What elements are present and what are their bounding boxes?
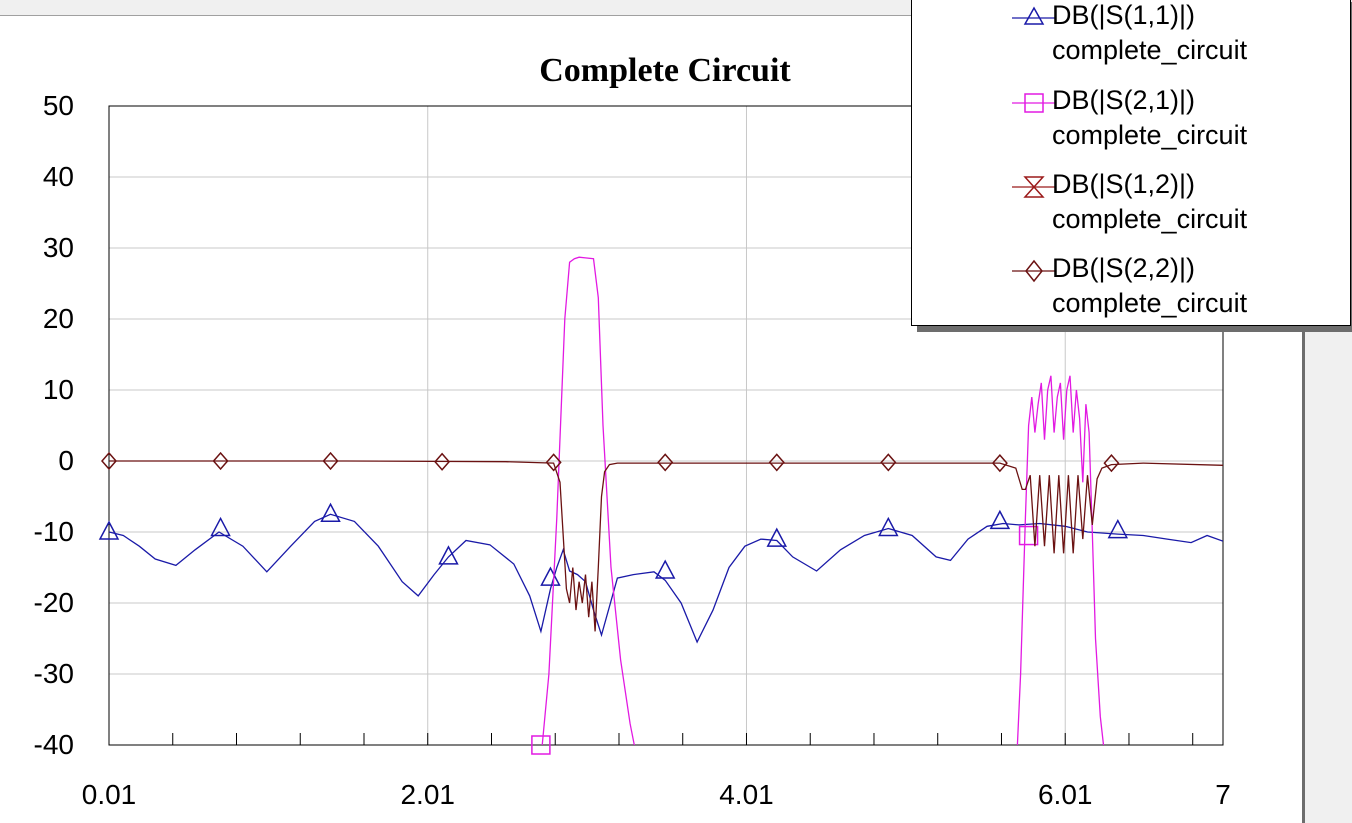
triangle-marker-icon: [1012, 6, 1056, 25]
data-point-marker: [434, 452, 451, 471]
legend-series-source: complete_circuit: [1052, 120, 1248, 150]
data-point-marker: [768, 453, 785, 472]
series-layer: [98, 256, 1223, 755]
data-point-marker: [1018, 525, 1039, 546]
x-tick-label: 0.01: [81, 779, 137, 810]
y-tick-label: 30: [42, 232, 74, 263]
legend-entry-s12: DB(|S(1,2)|) complete_circuit: [912, 166, 1352, 250]
legend-series-source: complete_circuit: [1052, 288, 1248, 318]
y-tick-label: -30: [33, 658, 74, 689]
data-point-marker: [989, 509, 1011, 530]
y-tick-label: 0: [58, 445, 74, 476]
legend-series-name: DB(|S(2,2)|): [1052, 253, 1196, 283]
x-tick-label: 4.01: [719, 779, 774, 810]
legend-series-source: complete_circuit: [1052, 204, 1248, 234]
plot-frame: [108, 105, 1224, 746]
square-marker-icon: [1012, 93, 1056, 113]
y-tick-label: 10: [42, 374, 74, 405]
data-point-marker: [98, 520, 120, 540]
data-point-marker: [212, 451, 229, 471]
data-point-marker: [545, 453, 562, 472]
series-line: [541, 256, 1105, 745]
data-point-marker: [1107, 518, 1129, 539]
minor-ticks: [172, 733, 1194, 745]
data-point-marker: [654, 559, 676, 579]
legend-entry-s22: DB(|S(2,2)|) complete_circuit: [912, 250, 1352, 334]
x-tick-label: 6.01: [1037, 779, 1093, 810]
legend-series-name: DB(|S(1,1)|): [1052, 0, 1196, 30]
data-point-marker: [991, 453, 1008, 473]
legend-entry-s11: DB(|S(1,1)|) complete_circuit: [912, 0, 1352, 81]
hourglass-marker-icon: [1012, 176, 1056, 198]
legend-entry-s21: DB(|S(2,1)|) complete_circuit: [912, 82, 1352, 166]
data-point-marker: [101, 451, 117, 471]
data-point-marker: [438, 545, 459, 565]
legend-series-source: complete_circuit: [1052, 35, 1248, 65]
data-point-marker: [320, 502, 341, 522]
series-1: [531, 256, 1105, 755]
data-point-marker: [540, 566, 561, 586]
series-line: [109, 513, 1223, 644]
y-tick-label: -10: [33, 516, 74, 547]
x-tick-label: 7: [1215, 779, 1231, 810]
y-tick-label: -40: [33, 729, 74, 760]
data-point-marker: [657, 453, 674, 472]
legend-series-name: DB(|S(2,1)|): [1052, 85, 1196, 115]
data-point-marker: [322, 451, 339, 471]
legend: DB(|S(1,1)|) complete_circuit DB(|S(2,1)…: [911, 0, 1351, 326]
y-tick-label: 40: [42, 161, 74, 192]
data-point-marker: [531, 735, 551, 755]
x-tick-label: 2.01: [400, 779, 455, 810]
series-3: [101, 451, 1223, 632]
y-tick-label: 20: [42, 303, 74, 334]
chart-title: Complete Circuit: [539, 52, 791, 89]
diamond-marker-icon: [1012, 259, 1056, 283]
series-line: [109, 460, 1223, 632]
legend-series-name: DB(|S(1,2)|): [1052, 169, 1196, 199]
data-point-marker: [880, 453, 897, 472]
y-tick-label: 50: [42, 90, 74, 121]
data-point-marker: [210, 516, 231, 537]
data-point-marker: [878, 516, 899, 537]
data-point-marker: [766, 527, 788, 547]
y-tick-label: -20: [33, 587, 74, 618]
data-point-marker: [1103, 453, 1120, 473]
series-0: [98, 502, 1223, 644]
